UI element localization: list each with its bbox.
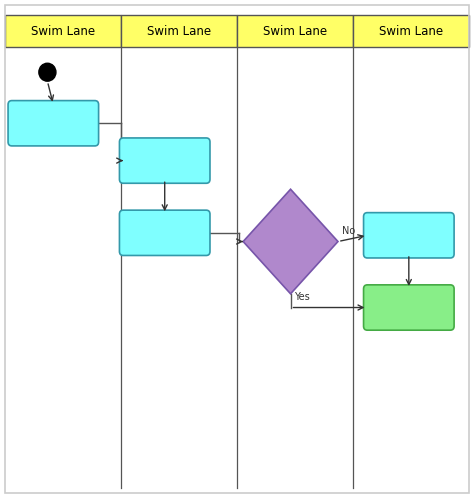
Circle shape (39, 63, 56, 81)
Bar (5, 15, 121, 47)
FancyBboxPatch shape (8, 101, 99, 146)
FancyBboxPatch shape (119, 210, 210, 255)
Bar (353, 15, 469, 47)
FancyBboxPatch shape (119, 138, 210, 183)
Text: Swim Lane: Swim Lane (379, 24, 443, 38)
Text: Swim Lane: Swim Lane (31, 24, 95, 38)
FancyBboxPatch shape (364, 213, 454, 258)
Bar (121, 15, 237, 47)
Text: Swim Lane: Swim Lane (147, 24, 211, 38)
Polygon shape (243, 189, 338, 294)
Text: Yes: Yes (294, 291, 310, 302)
Text: No: No (342, 226, 355, 236)
Text: Swim Lane: Swim Lane (263, 24, 327, 38)
FancyBboxPatch shape (364, 285, 454, 330)
Bar (237, 15, 353, 47)
